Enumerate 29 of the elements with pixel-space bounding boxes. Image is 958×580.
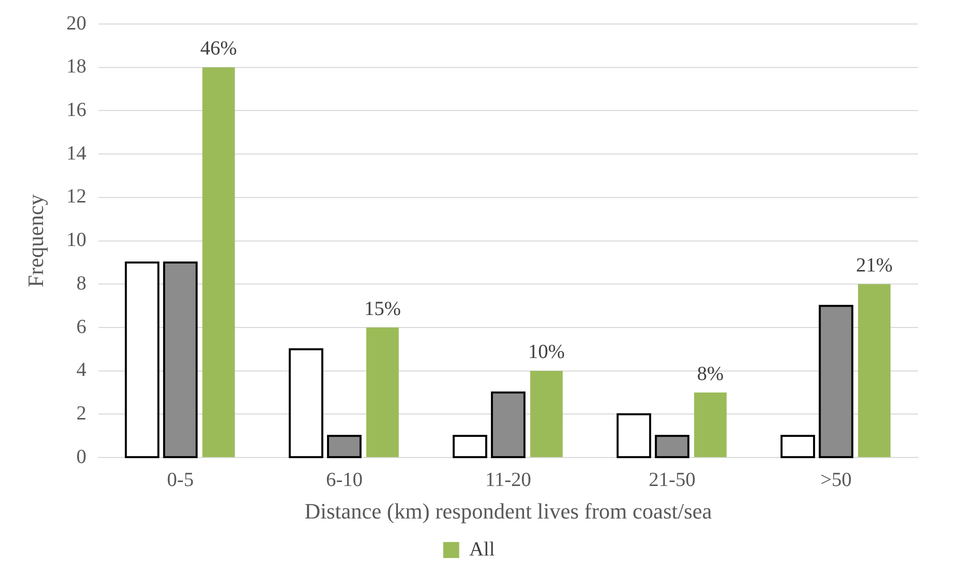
annotation: 21% <box>856 254 893 276</box>
y-tick-label: 4 <box>76 359 86 382</box>
bar <box>366 328 399 458</box>
bar <box>694 392 727 458</box>
annotation: 10% <box>528 341 565 364</box>
y-tick-label: 8 <box>76 272 86 294</box>
y-axis-title: Frequency <box>22 194 48 288</box>
annotation: 15% <box>364 298 401 320</box>
x-tick-label: 11-20 <box>485 468 532 491</box>
y-tick-label: 6 <box>76 316 86 338</box>
y-tick-label: 18 <box>66 56 86 78</box>
annotation: 8% <box>697 362 724 385</box>
y-tick-label: 14 <box>66 142 86 164</box>
x-axis-title: Distance (km) respondent lives from coast/sea <box>304 498 712 524</box>
y-tick-label: 16 <box>66 98 86 121</box>
x-tick-label: >50 <box>820 468 852 491</box>
y-tick-label: 12 <box>66 186 86 208</box>
y-tick-label: 20 <box>66 12 86 34</box>
annotation: 46% <box>200 38 237 60</box>
x-tick-label: 6-10 <box>326 468 363 491</box>
y-tick-label: 10 <box>66 229 86 252</box>
bar <box>858 284 891 458</box>
y-tick-label: 0 <box>76 446 86 468</box>
legend-label: All <box>469 538 496 560</box>
bar <box>202 67 235 458</box>
x-tick-label: 0-5 <box>167 468 194 491</box>
y-tick-label: 2 <box>76 402 86 424</box>
x-tick-label: 21-50 <box>648 468 696 491</box>
bar <box>530 370 563 458</box>
